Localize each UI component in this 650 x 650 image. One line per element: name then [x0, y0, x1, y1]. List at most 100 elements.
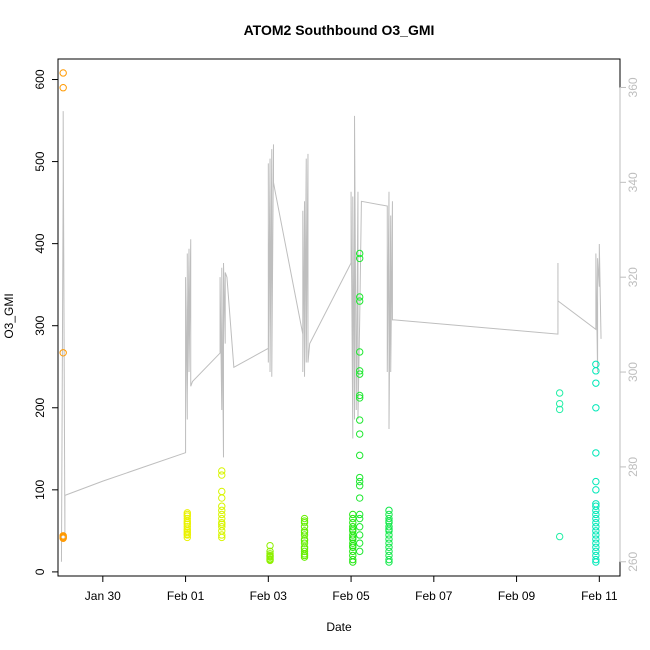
- data-point: [592, 555, 600, 564]
- data-point: [385, 525, 393, 533]
- data-point: [592, 360, 600, 368]
- data-point: [300, 537, 309, 545]
- data-point: [218, 523, 226, 531]
- data-point: [592, 367, 600, 375]
- data-point: [300, 517, 309, 525]
- data-point: [183, 523, 191, 531]
- data-point: [300, 531, 309, 539]
- data-point: [555, 405, 564, 414]
- data-point: [218, 487, 226, 496]
- data-point: [592, 523, 600, 531]
- data-point: [266, 547, 274, 556]
- x-tick-label: Feb 01: [167, 589, 205, 603]
- data-point: [355, 473, 364, 482]
- data-point: [349, 539, 357, 547]
- data-point: [555, 532, 564, 541]
- data-point: [183, 530, 191, 538]
- data-point: [218, 531, 226, 539]
- data-point: [355, 370, 364, 378]
- data-point: [183, 514, 191, 523]
- data-point: [59, 349, 67, 357]
- chart-title: ATOM2 Southbound O3_GMI: [244, 22, 435, 38]
- data-point: [59, 69, 67, 77]
- y2-tick-label: 260: [626, 551, 640, 571]
- y2-tick-label: 280: [626, 457, 640, 477]
- data-point: [385, 523, 393, 531]
- data-point: [592, 539, 600, 547]
- data-point: [355, 430, 364, 438]
- data-point: [300, 547, 309, 556]
- data-point: [183, 509, 191, 517]
- data-point: [592, 449, 600, 457]
- data-point: [218, 510, 226, 519]
- data-point: [355, 531, 364, 539]
- data-point: [592, 514, 600, 523]
- data-point: [355, 514, 364, 523]
- data-point: [183, 527, 191, 535]
- data-point: [592, 486, 600, 494]
- data-point: [555, 389, 564, 397]
- data-point: [592, 506, 600, 515]
- data-point: [59, 534, 67, 542]
- data-point: [266, 552, 274, 560]
- points-layer: [59, 69, 600, 566]
- data-point: [355, 482, 364, 490]
- x-axis-label: Date: [326, 620, 352, 634]
- data-point: [218, 502, 226, 510]
- data-point: [355, 510, 364, 519]
- data-point: [59, 532, 67, 540]
- y-axis-left: 0 100 200 300 400 500 600: [33, 69, 59, 575]
- data-point: [592, 543, 600, 551]
- data-point: [592, 531, 600, 539]
- data-point: [355, 391, 364, 400]
- y-axis-label: O3_GMI: [2, 293, 16, 338]
- data-point: [355, 348, 364, 356]
- data-point: [592, 518, 600, 527]
- data-point: [592, 404, 600, 412]
- data-point: [355, 451, 364, 460]
- y-tick-label: 0: [33, 568, 47, 575]
- y-tick-label: 200: [33, 397, 47, 417]
- x-tick-label: Feb 07: [415, 589, 453, 603]
- data-point: [385, 547, 393, 556]
- data-point: [385, 539, 393, 547]
- data-point: [555, 399, 564, 408]
- data-point: [300, 553, 309, 561]
- data-point: [59, 84, 67, 92]
- data-point: [592, 527, 600, 535]
- data-point: [592, 477, 600, 486]
- data-point: [349, 514, 357, 523]
- data-point: [183, 512, 191, 520]
- data-point: [300, 528, 309, 537]
- x-tick-label: Feb 03: [250, 589, 288, 603]
- data-point: [355, 547, 364, 556]
- secondary-line-layer: [60, 111, 602, 562]
- data-point: [300, 514, 309, 523]
- y-tick-label: 500: [33, 151, 47, 171]
- data-point: [592, 558, 600, 566]
- data-point: [385, 558, 393, 566]
- x-tick-label: Feb 05: [332, 589, 370, 603]
- data-point: [355, 523, 364, 531]
- data-point: [355, 254, 364, 263]
- y-tick-label: 100: [33, 480, 47, 500]
- y2-tick-label: 340: [626, 172, 640, 192]
- x-axis: Jan 30 Feb 01 Feb 03 Feb 05 Feb 07 Feb 09 Feb …: [85, 575, 618, 603]
- data-point: [218, 471, 226, 479]
- x-tick-label: Jan 30: [85, 589, 121, 603]
- data-point: [385, 531, 393, 539]
- y2-tick-label: 360: [626, 77, 640, 97]
- data-point: [385, 506, 393, 515]
- data-point: [183, 517, 191, 525]
- data-point: [349, 525, 357, 533]
- data-point: [355, 539, 364, 547]
- data-point: [300, 550, 309, 558]
- y-tick-label: 600: [33, 69, 47, 89]
- data-point: [218, 520, 226, 528]
- y-tick-label: 300: [33, 315, 47, 335]
- data-point: [592, 502, 600, 510]
- data-point: [300, 545, 309, 553]
- data-point: [218, 494, 226, 502]
- data-point: [355, 494, 364, 502]
- data-point: [349, 541, 357, 550]
